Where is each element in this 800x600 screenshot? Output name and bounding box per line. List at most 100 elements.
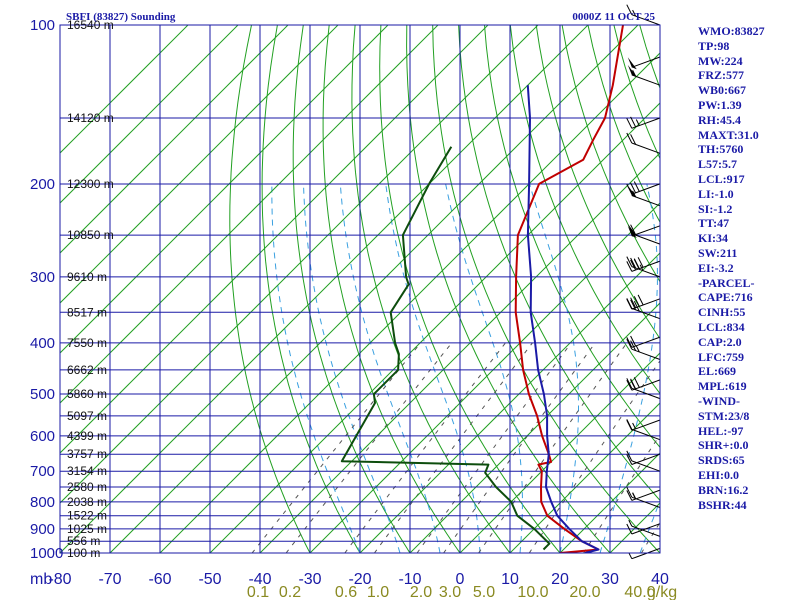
index-row: BRN:16.2: [698, 482, 749, 497]
moist-adiabat-line: [639, 499, 660, 553]
height-label: 3154 m: [67, 464, 107, 478]
wind-barb: [626, 486, 661, 508]
dry-adiabat-line: [406, 25, 611, 553]
height-label: 14120 m: [67, 111, 114, 125]
station-title: SBFI (83827) Sounding: [66, 11, 176, 23]
dry-adiabat-line: [292, 25, 411, 553]
index-row: MPL:619: [698, 379, 747, 394]
x-axis-label: mb: [30, 571, 52, 588]
temperature-trace: [514, 25, 624, 553]
mixing-ratio-label: 10.0: [517, 584, 548, 600]
indices-panel: WMO:83827 TP:98 MW:224 FRZ:577 WB0:667 PW:1.3…: [698, 24, 765, 512]
chart-grid: [60, 1, 800, 564]
mixing-ratio-line: [478, 342, 628, 553]
index-row: KI:34: [698, 231, 728, 246]
pressure-tick-label: 200: [30, 176, 55, 193]
wind-barb: [628, 519, 661, 537]
height-label: 9610 m: [67, 270, 107, 284]
height-label: 556 m: [67, 534, 100, 548]
height-label: 5097 m: [67, 409, 107, 423]
dry-adiabat-line: [759, 1, 800, 564]
height-label: 1522 m: [67, 509, 107, 523]
index-row: WMO:83827: [698, 24, 765, 38]
index-row: EI:-3.2: [698, 260, 734, 275]
mixing-ratio-line: [373, 342, 533, 553]
index-row: RH:45.4: [698, 112, 741, 127]
mixing-ratio-label: 40.0: [624, 584, 655, 600]
temperature-tick-label: -30: [298, 571, 321, 588]
index-row: EHI:0.0: [698, 467, 740, 482]
height-label: 2580 m: [67, 480, 107, 494]
isotherm-line: [109, 25, 639, 553]
isotherm-line: [60, 25, 239, 204]
index-row: MAXT:31.0: [698, 127, 759, 142]
wind-barb: [627, 223, 661, 245]
isotherm-line: [359, 252, 660, 553]
temperature-tick-label: 40: [651, 571, 669, 588]
height-label: 16540 m: [67, 18, 114, 32]
isotherm-line: [60, 25, 339, 304]
mixing-ratio-line: [285, 342, 453, 553]
height-label: 100 m: [67, 546, 100, 560]
wind-barb: [626, 338, 661, 360]
wind-barb: [627, 185, 661, 207]
index-row: SHR+:0.0: [698, 438, 749, 453]
wind-barb: [626, 256, 661, 278]
isotherm-line: [60, 25, 289, 254]
moist-adiabat-line: [303, 183, 401, 553]
index-row: LCL:834: [698, 319, 745, 334]
index-row: BSHR:44: [698, 497, 747, 512]
isotherm-line: [509, 402, 660, 553]
height-label: 8517 m: [67, 305, 107, 319]
temperature-tick-label: 10: [501, 571, 519, 588]
temperature-tick-label: -40: [248, 571, 271, 588]
temperature-tick-label: -20: [348, 571, 371, 588]
wind-barb: [628, 547, 661, 560]
index-row: TP:98: [698, 38, 730, 53]
mixing-ratio-label: 0.6: [335, 584, 357, 600]
pressure-tick-label: 300: [30, 269, 55, 286]
index-row: LFC:759: [698, 349, 744, 364]
index-row: EL:669: [698, 364, 737, 379]
plot-frame: [59, 24, 661, 554]
mixing-ratio-label: 1.0: [367, 584, 389, 600]
pressure-tick-label: 700: [30, 463, 55, 480]
moist-adiabat-line: [339, 183, 441, 553]
index-row: -WIND-: [698, 393, 740, 408]
isotherm-line: [559, 452, 660, 553]
mixing-ratio-label: 2.0: [410, 584, 432, 600]
wind-barb: [627, 56, 661, 70]
mixing-ratio-line: [528, 359, 660, 553]
index-row: PW:1.39: [698, 97, 742, 112]
pressure-tick-label: 100: [30, 17, 55, 34]
wind-barb: [627, 64, 661, 86]
wind-barb: [626, 378, 661, 400]
mixing-ratio-label: 0.1: [247, 584, 269, 600]
temperature-tick-label: -60: [148, 571, 171, 588]
index-row: CAP:2.0: [698, 334, 742, 349]
pressure-tick-label: 600: [30, 428, 55, 445]
mixing-ratio-line: [251, 342, 421, 553]
isotherm-line: [309, 202, 660, 553]
temperature-tick-label: -80: [48, 571, 71, 588]
mixing-ratio-label: g/kg: [647, 584, 677, 600]
dry-adiabat-line: [229, 25, 311, 553]
moist-adiabat-line: [599, 183, 658, 553]
index-row: -PARCEL-: [698, 275, 755, 290]
parcel-path-trace: [526, 85, 600, 553]
mixing-ratio-label: 3.0: [439, 584, 461, 600]
wind-barb: [626, 298, 661, 320]
isotherm-line: [60, 25, 439, 404]
index-row: SW:211: [698, 245, 738, 260]
wind-barb: [626, 450, 661, 472]
index-row: TH:5760: [698, 142, 744, 157]
index-row: L57:5.7: [698, 157, 737, 172]
temperature-tick-label: 20: [551, 571, 569, 588]
temperature-tick-label: -70: [98, 571, 121, 588]
temperature-tick-label: -10: [398, 571, 421, 588]
isotherm-line: [159, 52, 660, 553]
dewpoint-trace: [340, 146, 551, 551]
wind-barb: [626, 116, 661, 129]
index-row: HEL:-97: [698, 423, 744, 438]
